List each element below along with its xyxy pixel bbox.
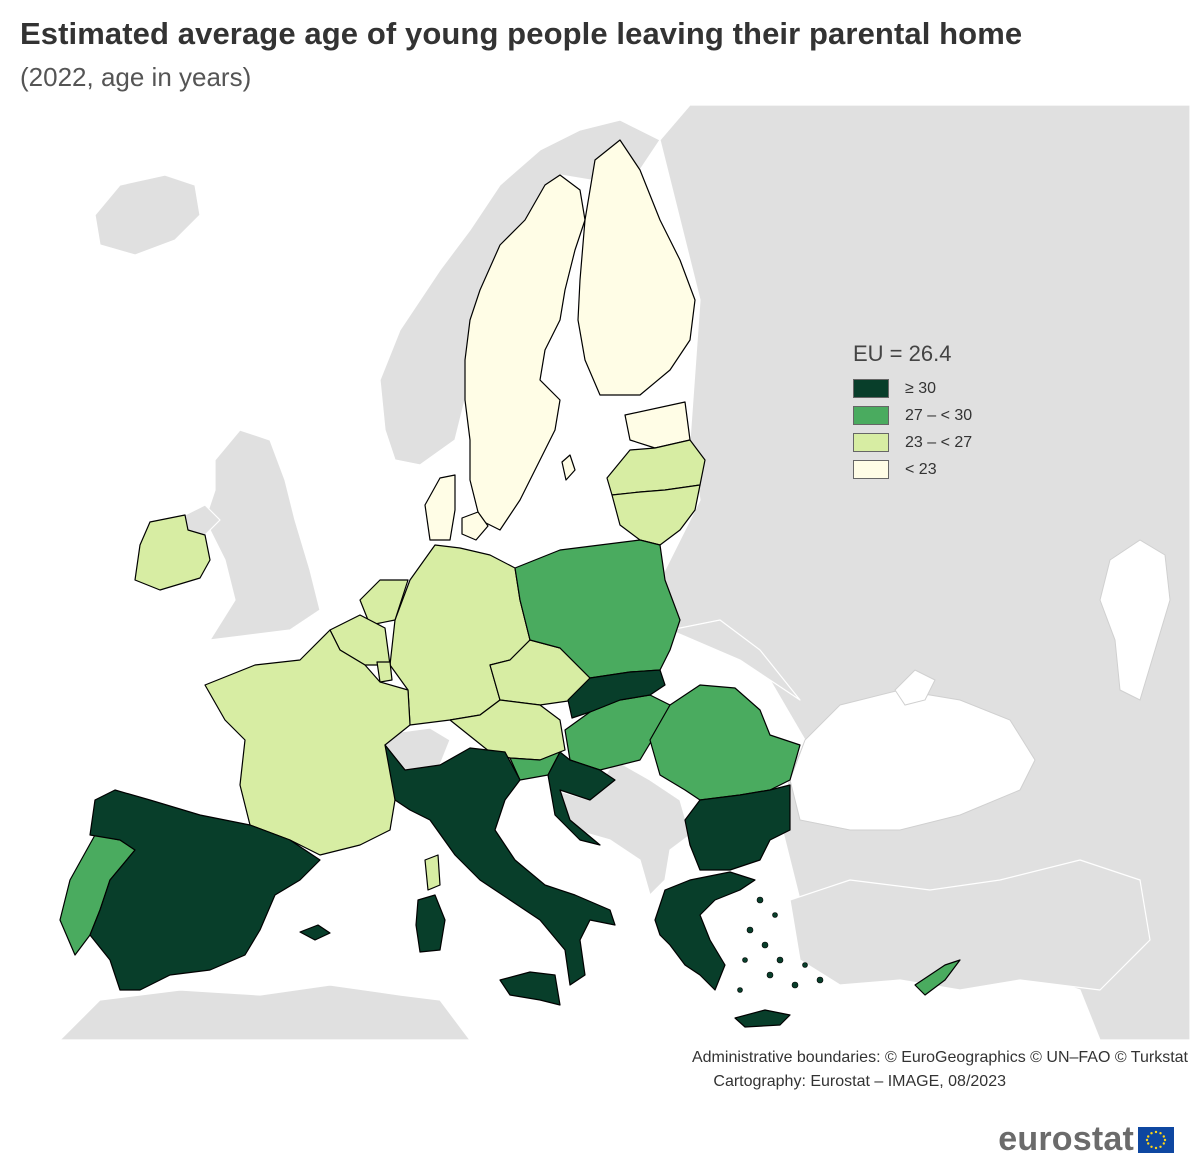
caspian-sea [1099, 539, 1171, 701]
region-gotland [561, 454, 576, 481]
region-romania [649, 684, 801, 801]
region-bulgaria [684, 784, 791, 871]
region-lithuania [611, 484, 701, 546]
region-turkey [789, 859, 1151, 991]
region-cyprus [914, 959, 961, 996]
legend-swatch [853, 379, 889, 398]
legend-swatch [853, 460, 889, 479]
legend-label: 23 – < 27 [905, 433, 973, 451]
legend-item: 23 – < 27 [853, 429, 972, 456]
eu-flag-icon [1138, 1126, 1174, 1153]
region-sicily [499, 971, 561, 1006]
region-finland [577, 139, 696, 396]
region-italy [384, 744, 616, 986]
region-corsica [424, 854, 441, 891]
region-sweden [464, 174, 586, 531]
region-iceland [94, 174, 201, 256]
eurostat-logo: eurostat [998, 1120, 1174, 1159]
region-norway [379, 119, 661, 466]
region-greece [654, 871, 756, 991]
legend-label: 27 – < 30 [905, 406, 973, 424]
region-sardinia [415, 894, 446, 953]
region-united-kingdom [204, 429, 321, 641]
region-north-africa [59, 984, 471, 1041]
map-title: Estimated average age of young people le… [20, 16, 1023, 51]
region-ukraine [669, 619, 801, 701]
legend-item: < 23 [853, 456, 972, 483]
region-poland [514, 539, 681, 679]
region-denmark [424, 474, 456, 541]
legend-swatch [853, 433, 889, 452]
legend-item: 27 – < 30 [853, 402, 972, 429]
region-estonia [624, 401, 691, 449]
credit-boundaries: Administrative boundaries: © EuroGeograp… [691, 1049, 1188, 1066]
region-luxembourg [376, 661, 393, 683]
map-credits: Administrative boundaries: © EuroGeograp… [692, 1046, 1188, 1094]
legend-label: ≥ 30 [905, 379, 937, 397]
map-subtitle: (2022, age in years) [20, 62, 252, 92]
legend-swatch [853, 406, 889, 425]
logo-text: eurostat [998, 1120, 1134, 1158]
legend-item: ≥ 30 [853, 375, 972, 402]
region-slovakia [567, 669, 666, 719]
region-spain [89, 789, 321, 991]
region-ireland [134, 514, 211, 591]
region-croatia [547, 751, 616, 846]
sea-of-azov [894, 669, 936, 706]
map-legend: EU = 26.4 ≥ 30 27 – < 30 23 – < 27 < 23 [853, 341, 972, 483]
legend-label: < 23 [905, 460, 937, 478]
region-balearic-islands [299, 924, 331, 941]
credit-cartography: Cartography: Eurostat – IMAGE, 08/2023 [713, 1073, 1006, 1090]
region-denmark-islands [461, 511, 489, 541]
region-crete [734, 1009, 791, 1028]
legend-title: EU = 26.4 [853, 341, 952, 366]
